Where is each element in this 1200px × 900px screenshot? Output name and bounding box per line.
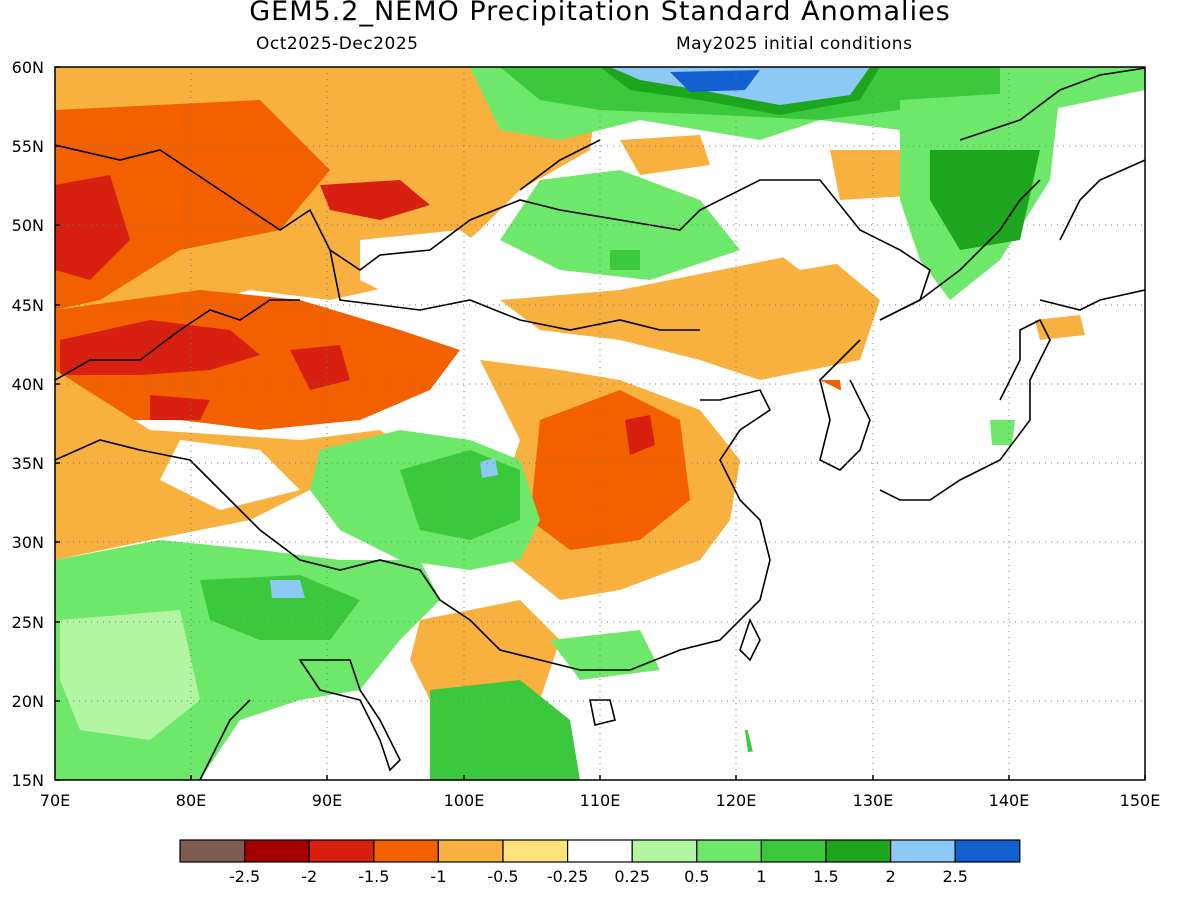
lon-label: 80E	[176, 791, 206, 810]
colorbar-swatch	[825, 839, 892, 863]
colorbar-swatch	[631, 839, 698, 863]
colorbar-swatch	[437, 839, 504, 863]
colorbar-tick-label: 2	[886, 867, 896, 886]
colorbar-tick-label: -0.25	[547, 867, 588, 886]
lat-label: 15N	[12, 771, 44, 790]
longitude-labels: 70E 80E 90E 100E 110E 120E 130E 140E 150…	[40, 791, 1161, 810]
colorbar-tick-label: -2	[301, 867, 317, 886]
coastlines-and-borders	[55, 67, 1145, 780]
colorbar-swatch	[696, 839, 762, 863]
lon-label: 90E	[312, 791, 342, 810]
colorbar-labels: -2.5 -2 -1.5 -1 -0.5 -0.25 0.25 0.5 1 1.…	[229, 867, 968, 886]
colorbar-swatch	[308, 839, 375, 863]
colorbar-tick-label: 2.5	[942, 867, 967, 886]
lat-label: 25N	[12, 613, 44, 632]
initial-conditions: May2025 initial conditions	[676, 34, 913, 54]
colorbar-tick-label: -1	[430, 867, 446, 886]
colorbar-swatch	[954, 839, 1021, 863]
colorbar	[179, 839, 1021, 863]
lon-label: 70E	[40, 791, 70, 810]
lat-label: 50N	[12, 216, 44, 235]
colorbar-swatch	[179, 839, 246, 863]
lon-label: 100E	[444, 791, 485, 810]
lon-label: 140E	[989, 791, 1030, 810]
lat-label: 45N	[12, 296, 44, 315]
colorbar-tick-label: 0.25	[614, 867, 650, 886]
colorbar-tick-label: -1.5	[358, 867, 389, 886]
map-title: GEM5.2_NEMO Precipitation Standard Anoma…	[249, 0, 951, 27]
colorbar-swatch	[760, 839, 827, 863]
colorbar-swatch	[244, 839, 310, 863]
colorbar-swatch	[566, 839, 633, 863]
colorbar-swatch	[373, 839, 439, 863]
anomaly-field	[55, 67, 1145, 780]
axis-ticks	[55, 66, 1146, 781]
colorbar-tick-label: 0.5	[684, 867, 709, 886]
colorbar-tick-label: 1.5	[813, 867, 838, 886]
lat-label: 40N	[12, 375, 44, 394]
lat-label: 20N	[12, 692, 44, 711]
forecast-period: Oct2025-Dec2025	[256, 34, 419, 54]
graticule	[55, 67, 1145, 780]
lat-label: 55N	[12, 137, 44, 156]
lon-label: 130E	[853, 791, 894, 810]
lat-label: 30N	[12, 533, 44, 552]
lon-label: 120E	[716, 791, 757, 810]
lat-label: 35N	[12, 454, 44, 473]
colorbar-tick-label: -2.5	[229, 867, 260, 886]
latitude-labels: 60N 55N 50N 45N 40N 35N 30N 25N 20N 15N	[12, 58, 44, 790]
lat-label: 60N	[12, 58, 44, 77]
colorbar-swatch	[502, 839, 569, 863]
lon-label: 150E	[1120, 791, 1161, 810]
colorbar-swatch	[889, 839, 956, 863]
colorbar-tick-label: -0.5	[487, 867, 518, 886]
colorbar-tick-label: 1	[756, 867, 766, 886]
lon-label: 110E	[580, 791, 621, 810]
